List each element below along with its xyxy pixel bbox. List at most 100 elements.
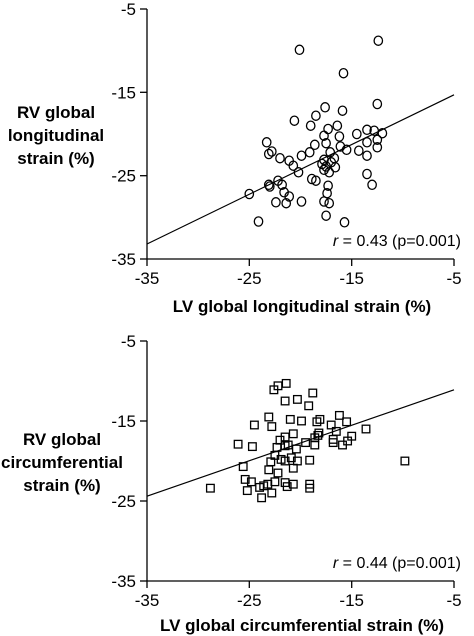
data-point-square bbox=[247, 442, 257, 452]
x-tick-label: -5 bbox=[446, 591, 461, 610]
x-tick-label: -25 bbox=[237, 269, 262, 288]
data-point-circle bbox=[351, 128, 362, 140]
x-axis-label: LV global circumferential strain (%) bbox=[160, 616, 444, 635]
data-point-circle bbox=[294, 44, 305, 56]
circumferential-strain-chart: -5 -15 -25 -35 -35 -25 -15 -5 LV global … bbox=[1, 332, 462, 635]
data-point-square bbox=[400, 456, 410, 466]
data-point-square bbox=[292, 394, 302, 404]
data-point-circle bbox=[341, 144, 352, 156]
data-point-square bbox=[328, 438, 338, 448]
data-point-square bbox=[240, 474, 250, 484]
plot-area bbox=[146, 35, 455, 245]
data-point-square bbox=[281, 378, 291, 388]
y-axis-label-line: RV global bbox=[23, 430, 101, 449]
data-point-circle bbox=[311, 175, 321, 186]
data-point-circle bbox=[337, 105, 348, 116]
data-point-circle bbox=[266, 146, 277, 157]
data-point-square bbox=[246, 477, 256, 487]
data-point-circle bbox=[324, 197, 335, 209]
data-point-square bbox=[338, 440, 347, 450]
data-point-square bbox=[264, 412, 274, 422]
data-point-square bbox=[264, 465, 274, 475]
y-tick-label: -5 bbox=[121, 332, 136, 351]
data-point-square bbox=[285, 414, 295, 424]
data-point-square bbox=[238, 462, 248, 472]
correlation-annotation: r = 0.43 (p=0.001) bbox=[333, 233, 461, 250]
y-tick-label: -15 bbox=[111, 412, 136, 431]
data-point-square bbox=[267, 422, 277, 432]
data-point-circle bbox=[305, 120, 316, 131]
data-point-square bbox=[249, 420, 259, 430]
data-point-circle bbox=[372, 142, 383, 153]
data-point-square bbox=[242, 486, 252, 496]
data-point-circle bbox=[296, 196, 307, 207]
data-point-circle bbox=[319, 164, 329, 176]
longitudinal-strain-chart: -5 -15 -25 -35 -35 -25 -15 -5 LV global … bbox=[8, 0, 462, 316]
data-point-circle bbox=[321, 137, 331, 149]
data-point-circle bbox=[362, 124, 372, 136]
data-point-circle bbox=[332, 120, 343, 131]
x-tick-label: -35 bbox=[135, 591, 160, 610]
data-point-circle bbox=[338, 67, 349, 79]
data-point-square bbox=[267, 488, 277, 498]
data-point-square bbox=[308, 388, 318, 398]
data-point-square bbox=[342, 417, 352, 427]
data-point-circle bbox=[284, 191, 295, 202]
data-point-square bbox=[233, 439, 243, 449]
data-point-circle bbox=[306, 173, 317, 185]
correlation-annotation: r = 0.44 (p=0.001) bbox=[333, 555, 461, 572]
data-point-circle bbox=[330, 162, 341, 173]
data-point-square bbox=[280, 396, 290, 406]
r-symbol: r bbox=[333, 555, 339, 572]
plot-area bbox=[146, 378, 455, 503]
y-tick-label: -25 bbox=[111, 492, 136, 511]
data-point-circle bbox=[289, 115, 300, 126]
x-tick-label: -25 bbox=[237, 591, 262, 610]
x-tick-label: -15 bbox=[339, 591, 364, 610]
data-point-square bbox=[282, 482, 292, 492]
data-point-circle bbox=[296, 150, 307, 161]
data-point-circle bbox=[277, 179, 287, 191]
data-point-circle bbox=[309, 139, 320, 151]
data-point-circle bbox=[353, 145, 364, 156]
data-point-circle bbox=[263, 179, 274, 191]
y-axis-label-line: longitudinal bbox=[8, 126, 104, 145]
data-point-circle bbox=[362, 137, 372, 148]
data-point-square bbox=[301, 438, 311, 448]
x-axis-label: LV global longitudinal strain (%) bbox=[173, 297, 431, 316]
data-point-circle bbox=[261, 137, 272, 148]
data-point-circle bbox=[275, 152, 285, 164]
data-point-square bbox=[312, 417, 322, 427]
data-point-circle bbox=[293, 167, 304, 178]
correlation-value: = 0.43 (p=0.001) bbox=[338, 233, 461, 250]
data-point-circle bbox=[373, 35, 384, 46]
x-tick-label: -5 bbox=[446, 269, 461, 288]
data-point-circle bbox=[362, 150, 372, 161]
y-tick-label: -35 bbox=[111, 250, 136, 269]
data-point-square bbox=[315, 414, 325, 424]
data-point-circle bbox=[288, 160, 299, 171]
correlation-value: = 0.44 (p=0.001) bbox=[338, 555, 461, 572]
y-tick-label: -15 bbox=[111, 83, 136, 102]
data-point-circle bbox=[323, 180, 333, 191]
data-point-circle bbox=[335, 141, 346, 152]
data-point-square bbox=[280, 456, 290, 466]
data-point-circle bbox=[321, 161, 331, 172]
data-point-circle bbox=[367, 179, 377, 191]
y-axis-label-line: strain (%) bbox=[17, 149, 94, 168]
data-point-circle bbox=[263, 148, 274, 160]
data-point-circle bbox=[281, 197, 292, 209]
y-axis-label-line: circumferential bbox=[1, 453, 123, 472]
data-point-square bbox=[255, 482, 265, 492]
data-point-circle bbox=[253, 216, 264, 227]
data-point-circle bbox=[362, 168, 372, 180]
data-point-circle bbox=[339, 217, 350, 228]
data-point-square bbox=[288, 463, 298, 473]
y-axis-label-line: strain (%) bbox=[23, 476, 100, 495]
data-point-circle bbox=[334, 131, 345, 142]
data-point-square bbox=[313, 430, 323, 440]
data-point-circle bbox=[323, 123, 333, 135]
data-point-square bbox=[291, 444, 301, 454]
data-point-square bbox=[361, 424, 371, 434]
